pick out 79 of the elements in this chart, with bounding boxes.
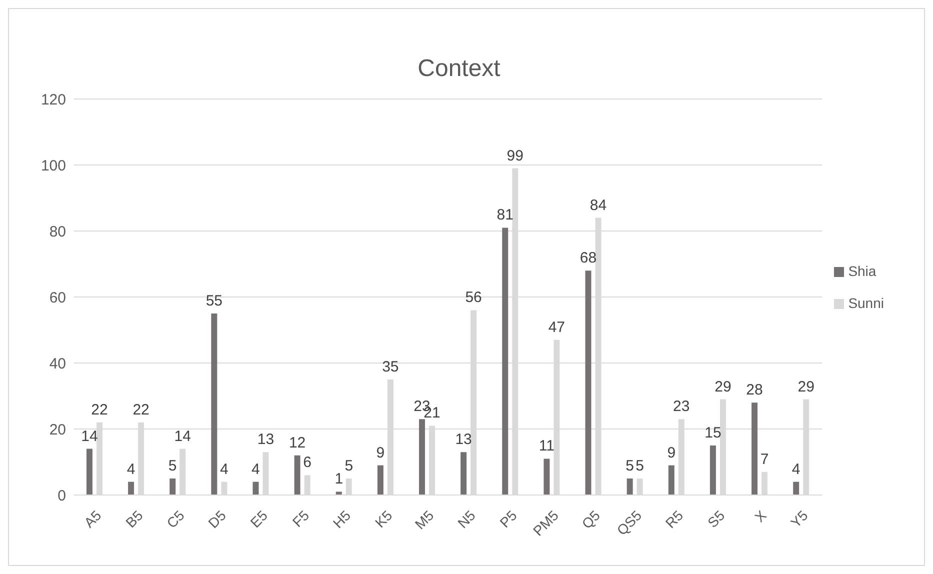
data-label: 13 <box>257 431 274 448</box>
data-label: 56 <box>465 289 482 306</box>
bar <box>460 452 467 495</box>
chart-title: Context <box>416 55 502 83</box>
y-tick-label: 20 <box>49 421 66 438</box>
y-tick-label: 0 <box>58 487 66 504</box>
data-label: 9 <box>376 444 385 462</box>
bar <box>211 314 218 495</box>
legend-label: Sunni <box>848 295 884 311</box>
data-label: 4 <box>220 460 228 478</box>
bar <box>502 228 508 495</box>
x-tick-label: X <box>751 506 770 526</box>
x-tick-label: R5 <box>662 507 686 532</box>
data-label: 99 <box>506 147 524 164</box>
data-label: 35 <box>382 358 399 376</box>
data-label: 55 <box>206 292 223 310</box>
data-label: 84 <box>590 196 607 214</box>
data-label: 22 <box>91 401 108 418</box>
data-label: 4 <box>792 460 800 478</box>
x-tick-label: M5 <box>412 507 437 532</box>
data-label: 5 <box>636 458 644 474</box>
bar <box>710 446 716 495</box>
bar <box>252 482 259 495</box>
bar <box>170 478 176 495</box>
data-label: 28 <box>746 382 763 399</box>
bar <box>419 419 425 495</box>
bar <box>377 465 384 495</box>
x-tick-label: N5 <box>454 507 478 532</box>
data-label: 4 <box>252 460 260 478</box>
bar <box>793 482 800 495</box>
data-label: 11 <box>538 438 554 455</box>
y-tick-label: 120 <box>40 91 66 108</box>
data-label: 6 <box>303 454 312 472</box>
data-label: 9 <box>667 444 676 462</box>
data-label: 13 <box>455 431 472 448</box>
data-label: 5 <box>344 458 354 474</box>
bar <box>752 402 758 495</box>
data-label: 47 <box>548 318 566 336</box>
y-tick-label: 80 <box>49 223 66 240</box>
bar <box>86 448 92 495</box>
bar <box>585 270 592 495</box>
bar <box>128 482 134 495</box>
x-tick-label: A5 <box>80 507 104 531</box>
data-label: 5 <box>626 458 634 474</box>
data-label: 14 <box>81 428 98 445</box>
data-label: 1 <box>334 470 344 488</box>
x-tick-label: B5 <box>122 507 146 531</box>
x-tick-label: QS5 <box>613 507 645 538</box>
data-label: 29 <box>798 378 814 396</box>
data-label: 23 <box>673 398 690 416</box>
legend-label: Shia <box>848 263 876 279</box>
data-label: 5 <box>168 458 177 474</box>
x-tick-label: E5 <box>247 507 271 531</box>
x-tick-label: Q5 <box>578 507 604 532</box>
data-label: 15 <box>704 424 722 442</box>
bar <box>668 465 674 495</box>
x-tick-label: C5 <box>163 507 188 532</box>
x-tick-label: K5 <box>372 507 396 531</box>
y-tick-label: 40 <box>49 355 66 372</box>
x-tick-label: P5 <box>496 507 520 531</box>
y-tick-label: 60 <box>49 289 66 306</box>
bar <box>626 478 633 495</box>
x-tick-label: Y5 <box>787 507 812 531</box>
data-label: 29 <box>714 378 732 396</box>
x-tick-label: H5 <box>330 507 354 532</box>
data-label: 7 <box>760 450 769 468</box>
bar <box>294 455 300 495</box>
data-label: 12 <box>288 434 306 452</box>
x-tick-label: D5 <box>204 507 230 532</box>
x-tick-label: S5 <box>704 507 728 531</box>
y-tick-label: 100 <box>40 157 66 174</box>
data-label: 68 <box>580 250 597 267</box>
bar <box>544 458 550 495</box>
bar <box>336 492 342 495</box>
data-label: 81 <box>496 206 514 224</box>
data-label: 22 <box>132 401 150 418</box>
x-tick-label: F5 <box>289 507 312 530</box>
data-label: 14 <box>174 428 191 445</box>
data-label: 4 <box>126 460 136 478</box>
